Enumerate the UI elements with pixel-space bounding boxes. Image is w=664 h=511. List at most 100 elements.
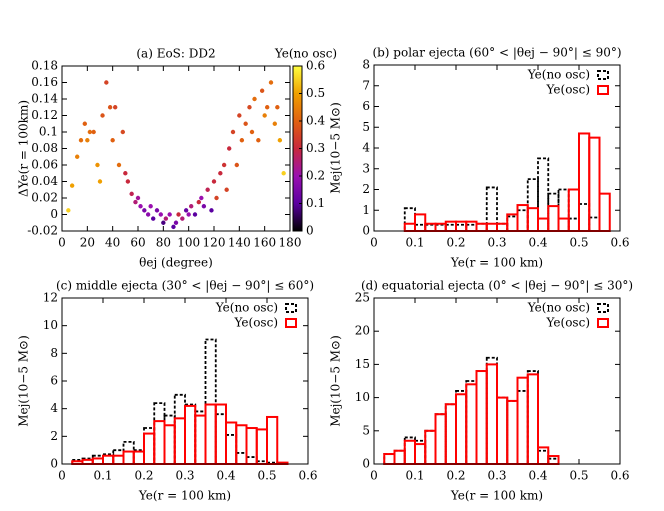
histogram-bar — [214, 413, 227, 465]
legend-swatch — [597, 303, 609, 313]
histogram-bar — [225, 421, 238, 465]
legend-swatch — [285, 318, 297, 328]
point — [163, 216, 169, 221]
histogram-bar — [184, 403, 197, 465]
histogram-bar — [91, 457, 104, 466]
point — [151, 216, 156, 221]
legend-label: Ye(osc) — [234, 316, 278, 330]
point — [272, 121, 277, 126]
point — [145, 212, 151, 217]
y-tick-label: 0.08 — [31, 141, 58, 155]
histogram-bar — [383, 453, 396, 466]
histogram-bar — [266, 415, 279, 466]
histogram-bar — [91, 454, 104, 465]
point — [262, 113, 267, 118]
histogram-bar — [547, 192, 560, 232]
y-tick-label: 6 — [362, 99, 370, 113]
x-tick-label: 0.6 — [298, 469, 317, 483]
histogram-bar — [403, 222, 416, 233]
point — [104, 80, 109, 85]
y-tick-label: 4 — [362, 141, 370, 155]
plot-frame — [61, 65, 291, 232]
histogram-bar — [506, 215, 519, 232]
point — [171, 224, 176, 230]
point — [180, 216, 185, 221]
histogram-bar — [516, 204, 529, 232]
point — [87, 129, 93, 135]
point — [129, 191, 134, 197]
x-tick-label: 0.1 — [405, 236, 424, 250]
panel-title: (a) EoS: DD2 — [136, 47, 215, 61]
histogram-bar — [537, 157, 550, 232]
point — [249, 129, 255, 135]
legend-swatch — [597, 70, 609, 80]
panel-title: (b) polar ejecta (60° < |θej − 90°| ≤ 90… — [372, 46, 621, 60]
histogram-bar — [153, 420, 166, 466]
y-axis-label: Mej(10−5 M⊙) — [17, 335, 31, 427]
x-tick-label: 0.6 — [610, 236, 629, 250]
point — [221, 162, 227, 168]
histogram-bar — [465, 220, 478, 233]
histogram-bar — [465, 383, 478, 466]
y-tick-label: 10 — [355, 390, 370, 404]
histogram-bar — [455, 390, 468, 465]
histogram-bar — [516, 390, 529, 465]
x-tick-label: 0.3 — [487, 236, 506, 250]
histogram-bar — [434, 413, 447, 465]
y-tick-label: 0.14 — [31, 92, 58, 106]
colorbar-tick-label: 0 — [306, 224, 314, 238]
histogram-bar — [455, 220, 468, 233]
x-tick-label: 0.5 — [257, 469, 276, 483]
histogram-bar — [496, 222, 509, 233]
x-tick-label: 0.2 — [446, 236, 465, 250]
y-axis-label: Mej(10−5 M⊙) — [329, 102, 343, 194]
histogram-bar — [537, 217, 550, 233]
x-axis-label: Ye(r = 100 km) — [450, 489, 543, 503]
point — [199, 195, 204, 201]
point — [176, 212, 181, 217]
histogram-bar — [245, 456, 258, 465]
histogram-bar — [414, 443, 427, 465]
point — [125, 179, 131, 184]
y-tick-label: 1 — [362, 203, 370, 217]
histogram-bar — [526, 178, 539, 232]
point — [138, 204, 143, 209]
y-tick-label: 0 — [362, 457, 370, 471]
point — [123, 171, 128, 176]
y-tick-label: 0 — [362, 224, 370, 238]
colorbar-tick-label: 0.1 — [306, 196, 325, 210]
histogram-bar — [485, 186, 498, 232]
y-tick-label: 2 — [50, 429, 58, 443]
point — [239, 138, 245, 143]
point — [75, 154, 80, 159]
histogram-bar — [547, 205, 560, 233]
point — [161, 220, 166, 225]
y-tick-label: 25 — [355, 291, 370, 305]
x-tick-label: 0.3 — [175, 469, 194, 483]
histogram-bar — [506, 400, 519, 465]
point — [133, 199, 138, 205]
histogram-bar — [255, 428, 268, 465]
point — [277, 138, 283, 143]
histogram-bar — [537, 449, 550, 465]
histogram-bar — [235, 452, 248, 465]
y-axis-label: Mej(10−5 M⊙) — [329, 335, 343, 427]
point — [281, 171, 286, 176]
histogram-bar — [496, 222, 509, 232]
x-tick-label: 0.2 — [446, 469, 465, 483]
point — [192, 212, 198, 217]
histogram-bar — [444, 403, 457, 465]
legend-label: Ye(no osc) — [215, 301, 278, 315]
y-tick-label: 0.16 — [31, 75, 58, 89]
colorbar-tick-label: 0.6 — [306, 59, 325, 73]
point — [66, 208, 71, 213]
histogram-bar — [194, 410, 207, 465]
point — [142, 208, 147, 213]
y-tick-label: 5 — [362, 120, 370, 134]
histogram-bar — [403, 207, 416, 232]
legend-label: Ye(osc) — [546, 83, 590, 97]
histogram-bar — [465, 380, 478, 465]
histogram-bar — [112, 449, 125, 465]
y-axis-label: ΔYe(r = 100km) — [17, 100, 31, 197]
